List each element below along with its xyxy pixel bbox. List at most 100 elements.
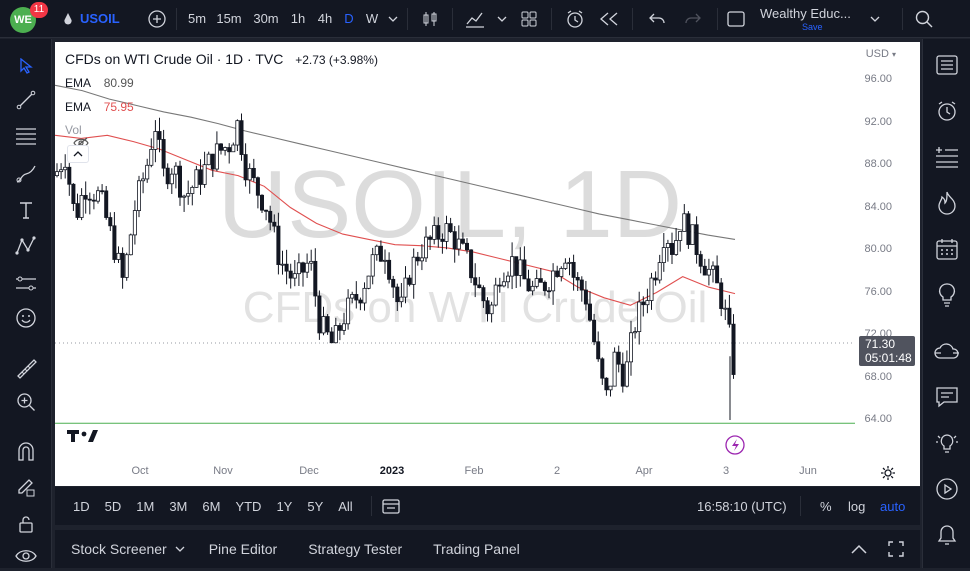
calendar-button[interactable] <box>931 233 963 265</box>
clock-timezone[interactable]: 16:58:10 (UTC) <box>697 498 787 514</box>
alert-button[interactable] <box>558 0 592 38</box>
chart-type-button[interactable] <box>414 0 446 38</box>
tab-stock-screener[interactable]: Stock Screener <box>71 541 185 557</box>
forecast-icon <box>16 276 36 291</box>
ema-slow-value: 80.99 <box>103 76 134 90</box>
dividend-event-marker[interactable] <box>725 435 745 455</box>
chart-pane[interactable]: USOIL, 1D CFDs on WTI Crude Oil CFDs on … <box>55 42 920 486</box>
prediction-tool[interactable] <box>10 269 42 299</box>
ema-slow-label: EMA <box>65 76 91 90</box>
range-1y[interactable]: 1Y <box>276 498 293 514</box>
candle-body <box>182 195 187 198</box>
interval-dropdown[interactable] <box>385 0 401 38</box>
range-5d[interactable]: 5D <box>104 498 122 514</box>
replay-button[interactable] <box>592 0 626 38</box>
candle-body <box>346 297 351 325</box>
tab-strategy-tester[interactable]: Strategy Tester <box>308 541 403 557</box>
price-axis-label: 68.00 <box>864 370 892 383</box>
candle-body <box>620 363 625 387</box>
candle-body <box>370 254 375 277</box>
interval-5m[interactable]: 5m <box>187 11 207 26</box>
chat-button[interactable] <box>931 381 963 413</box>
flame-icon <box>938 191 956 215</box>
interval-15m[interactable]: 15m <box>216 11 242 26</box>
cursor-tool[interactable] <box>10 51 42 81</box>
tab-pine-editor[interactable]: Pine Editor <box>208 541 278 557</box>
broadcast-button[interactable] <box>931 473 963 505</box>
goto-date-button[interactable] <box>382 498 400 514</box>
auto-scale-toggle[interactable]: auto <box>880 498 906 514</box>
user-avatar[interactable]: WE 11 <box>0 0 48 38</box>
tab-trading-panel[interactable]: Trading Panel <box>433 541 520 557</box>
candle-body <box>268 210 273 223</box>
brush-tool[interactable] <box>10 159 42 189</box>
range-1d[interactable]: 1D <box>73 498 90 514</box>
layout-name-button[interactable]: Wealthy Educ... Save <box>760 0 896 38</box>
candle-body <box>510 256 515 277</box>
indicators-button[interactable] <box>459 0 491 38</box>
currency-selector[interactable]: USD ▾ <box>866 48 896 60</box>
expand-panel-button[interactable] <box>851 544 867 554</box>
candle-body <box>218 143 223 151</box>
pattern-tool[interactable] <box>10 231 42 261</box>
candle-body <box>247 167 252 181</box>
price-chart[interactable]: USOIL, 1D CFDs on WTI Crude Oil <box>55 42 920 486</box>
stay-in-drawing-tool[interactable] <box>10 471 42 501</box>
streams-button[interactable] <box>931 335 963 367</box>
legend-title[interactable]: CFDs on WTI Crude Oil · 1D · TVC +2.73 (… <box>65 51 378 67</box>
help-button[interactable] <box>931 427 963 459</box>
redo-button[interactable] <box>675 0 711 38</box>
candle-body <box>276 225 281 265</box>
data-window-button[interactable] <box>931 141 963 173</box>
candle-body <box>333 325 338 344</box>
watchlist-button[interactable] <box>931 49 963 81</box>
range-1m[interactable]: 1M <box>136 498 155 514</box>
square-icon <box>727 10 745 27</box>
candle-body <box>382 259 387 262</box>
chart-settings-button[interactable] <box>880 465 896 481</box>
interval-d[interactable]: D <box>344 11 354 26</box>
collapse-legend-button[interactable] <box>67 145 89 163</box>
lock-drawings-tool[interactable] <box>10 509 42 539</box>
candle-body <box>395 286 400 303</box>
search-button[interactable] <box>909 0 939 38</box>
legend-ema-slow[interactable]: EMA 80.99 <box>65 76 134 90</box>
ema-fast-label: EMA <box>65 100 91 114</box>
symbol-search-button[interactable]: USOIL <box>44 0 144 38</box>
zoom-in-tool[interactable] <box>10 387 42 417</box>
interval-30m[interactable]: 30m <box>253 11 279 26</box>
measure-tool[interactable] <box>10 353 42 383</box>
range-5y[interactable]: 5Y <box>307 498 324 514</box>
candle-body <box>309 260 314 264</box>
trend-line-tool[interactable] <box>10 85 42 115</box>
notifications-button[interactable] <box>931 519 963 551</box>
alerts-button[interactable] <box>931 95 963 127</box>
ideas-button[interactable] <box>931 279 963 311</box>
range-3m[interactable]: 3M <box>169 498 188 514</box>
percent-scale-toggle[interactable]: % <box>820 498 832 514</box>
maximize-panel-button[interactable] <box>888 541 904 557</box>
interval-4h[interactable]: 4h <box>317 11 333 26</box>
legend-ema-fast[interactable]: EMA 75.95 <box>65 100 134 114</box>
candle-body <box>63 166 68 171</box>
undo-button[interactable] <box>639 0 675 38</box>
lock-icon <box>19 516 33 533</box>
compare-symbol-button[interactable] <box>144 0 170 38</box>
range-all[interactable]: All <box>338 498 353 514</box>
fib-tool[interactable] <box>10 121 42 151</box>
fullscreen-toggle[interactable] <box>724 0 748 38</box>
magnet-tool[interactable] <box>10 437 42 467</box>
text-tool[interactable] <box>10 195 42 225</box>
hotlists-button[interactable] <box>931 187 963 219</box>
range-6m[interactable]: 6M <box>202 498 221 514</box>
candle-body <box>460 238 465 244</box>
layouts-button[interactable] <box>513 0 545 38</box>
range-ytd[interactable]: YTD <box>235 498 262 514</box>
interval-1h[interactable]: 1h <box>290 11 306 26</box>
icons-tool[interactable] <box>10 303 42 333</box>
candle-body <box>624 361 629 387</box>
interval-w[interactable]: W <box>365 11 379 26</box>
hide-drawings-tool[interactable] <box>10 541 42 571</box>
log-scale-toggle[interactable]: log <box>848 498 866 514</box>
indicators-dropdown[interactable] <box>491 0 513 38</box>
